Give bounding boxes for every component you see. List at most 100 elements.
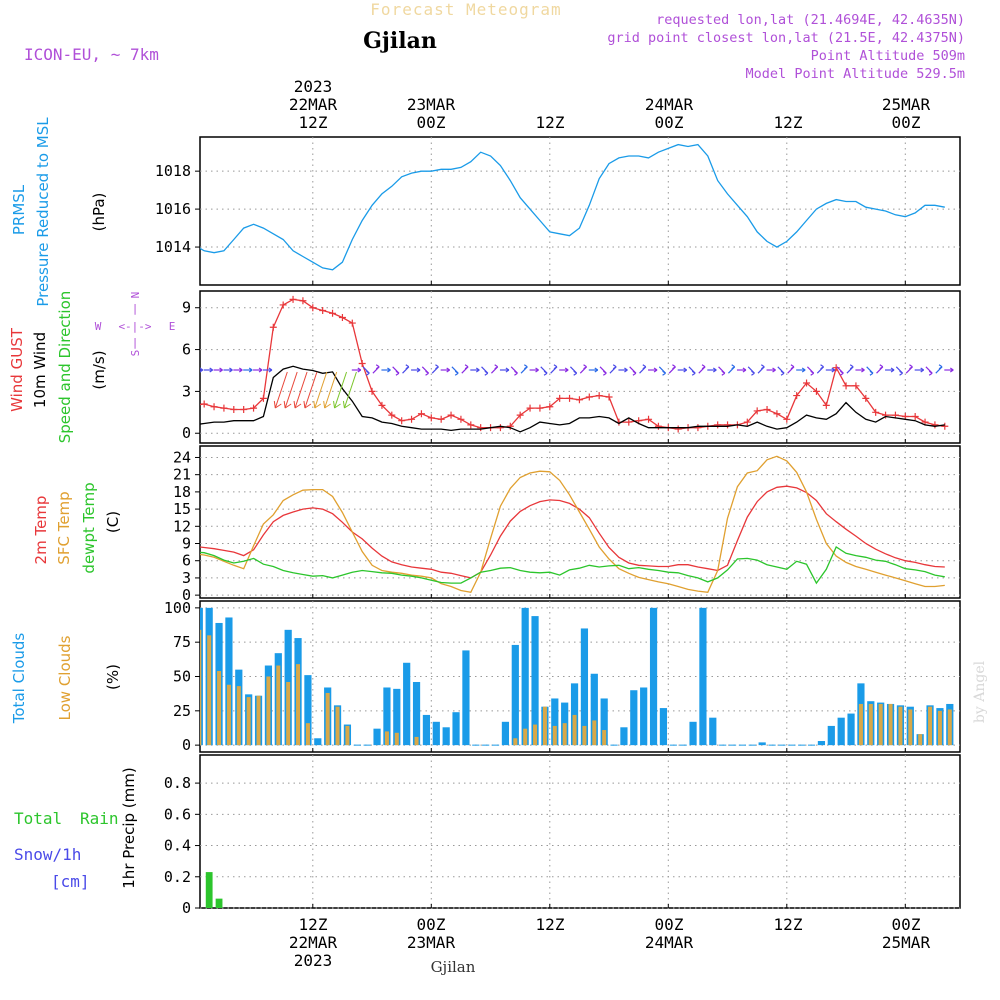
- low-cloud-bar-35: [542, 706, 547, 746]
- total-cloud-bar-23: [422, 714, 431, 746]
- pressure-ytick-label-2: 1018: [155, 162, 191, 180]
- wind-arrow-head-28: [475, 367, 480, 373]
- bottom-label-2-line-1: 00Z: [417, 915, 446, 934]
- pressure-labels: PRMSL Pressure Reduced to MSL (hPa): [10, 117, 108, 307]
- gust-point-58: [763, 406, 771, 414]
- footer-location: Gjilan: [431, 958, 476, 976]
- low-cloud-bar-5: [246, 697, 251, 746]
- gust-point-37: [556, 394, 564, 402]
- gust-point-76: [941, 422, 949, 430]
- total-cloud-bar-25: [442, 727, 450, 746]
- gust-point-20: [388, 411, 396, 419]
- top-label-6-line-1: 25MAR: [882, 95, 931, 114]
- wind-panel: 0 3 6 9: [182, 290, 961, 444]
- gust-point-5: [240, 406, 248, 414]
- total-cloud-bar-51: [699, 607, 707, 746]
- gust-point-26: [447, 411, 455, 419]
- gust-point-57: [753, 407, 761, 415]
- wind-arrow-head-7: [268, 367, 273, 373]
- wind-arrow-head-27: [464, 364, 469, 370]
- gust-point-2: [210, 403, 218, 411]
- wind-arrow-head-67: [861, 367, 865, 373]
- top-label-1-line-1: 2023: [294, 77, 333, 96]
- temperature-ytick-label-4: 12: [173, 517, 191, 535]
- location-title: Gjilan: [363, 28, 437, 54]
- low-cloud-bar-74: [928, 706, 933, 746]
- top-label-4-line-1: 24MAR: [645, 95, 694, 114]
- total-cloud-bar-34: [531, 616, 539, 746]
- wind-arrow-head-24: [435, 364, 439, 370]
- pressure-frame: [199, 136, 961, 286]
- precip-marks: [205, 872, 223, 908]
- bottom-label-5-line-1: 12Z: [774, 915, 803, 934]
- pressure-ytick-label-0: 1014: [155, 238, 191, 256]
- wind-ytick-label-3: 9: [182, 299, 191, 317]
- wind-arrow-10: [294, 371, 308, 409]
- clouds-marks: [200, 607, 954, 746]
- temp-2m-label: 2m Temp: [32, 496, 50, 565]
- gust-point-0: [191, 402, 198, 409]
- pressure-unit-label: (hPa): [90, 193, 108, 232]
- wind-arrow-head-10: [293, 400, 302, 409]
- gust-point-22: [408, 415, 416, 423]
- wind-arrow-9: [284, 371, 298, 409]
- gust-point-17: [358, 360, 366, 368]
- temperature-ytick-label-8: 24: [173, 448, 191, 466]
- wind-ytick-label-1: 3: [182, 382, 191, 400]
- wind-arrow-head-33: [523, 364, 528, 370]
- wind-arrow-head-63: [820, 364, 824, 370]
- low-cloud-bar-1: [207, 635, 212, 746]
- total-cloud-bar-3: [225, 617, 233, 746]
- wind-arrow-head-64: [831, 367, 836, 373]
- bottom-label-6-line-2: 25MAR: [882, 933, 931, 952]
- temperature-series-0-line: [200, 485, 945, 579]
- compass-row: <-|->: [118, 320, 151, 333]
- low-cloud-bar-41: [602, 730, 607, 746]
- low-cloud-bar-39: [582, 725, 587, 746]
- temperature-ytick-label-6: 18: [173, 483, 191, 501]
- low-cloud-bar-2: [217, 671, 222, 746]
- low-cloud-bar-4: [236, 686, 241, 746]
- gust-point-54: [724, 421, 732, 429]
- precip-cm-label: [cm]: [51, 872, 90, 891]
- wind-arrow-head-70: [890, 367, 895, 373]
- wind-arrow-head-36: [553, 364, 558, 370]
- gust-point-18: [368, 387, 376, 395]
- wind-arrow-head-71: [899, 370, 903, 376]
- gust-point-66: [842, 382, 850, 390]
- wind-arrow-head-15: [342, 400, 351, 409]
- precip-ytick-label-1: 0.2: [164, 868, 191, 886]
- total-cloud-bar-20: [393, 688, 401, 746]
- pressure-ytick-label-1: 1016: [155, 200, 191, 218]
- total-cloud-bar-65: [837, 717, 845, 746]
- precip-ytick-label-3: 0.6: [164, 805, 191, 823]
- bottom-label-1-line-3: 2023: [294, 951, 333, 970]
- wind-arrow-head-26: [454, 370, 459, 376]
- pressure-msl-label: Pressure Reduced to MSL: [34, 117, 52, 307]
- total-cloud-bar-41: [600, 698, 608, 746]
- gust-point-29: [477, 424, 485, 432]
- cloud-unit-label: (%): [104, 664, 122, 690]
- compass-icon: N | <-|-> W E | S: [95, 292, 176, 357]
- point-altitude: Point Altitude 509m: [811, 48, 965, 64]
- temperature-ytick-label-5: 15: [173, 500, 191, 518]
- temperature-ytick-label-0: 0: [182, 586, 191, 604]
- clouds-ytick-label-2: 50: [173, 668, 191, 686]
- top-label-1-line-2: 22MAR: [289, 95, 338, 114]
- wind-arrow-head-48: [672, 364, 676, 370]
- gust-point-42: [605, 393, 613, 401]
- wind-arrow-head-0: [200, 367, 204, 373]
- low-cloud-bar-10: [296, 664, 301, 746]
- top-label-3-line-1: 12Z: [536, 113, 565, 132]
- low-clouds-label: Low Clouds: [56, 635, 74, 720]
- wind-arrow-head-12: [313, 400, 322, 409]
- wind-arrow-head-66: [849, 364, 854, 370]
- low-cloud-bar-67: [858, 703, 863, 746]
- gust-point-40: [585, 393, 593, 401]
- total-cloud-bar-45: [640, 687, 648, 746]
- total-cloud-bar-31: [501, 721, 510, 746]
- total-cloud-bar-38: [570, 683, 579, 746]
- wind-arrow-head-54: [731, 364, 736, 370]
- gust-point-24: [427, 414, 435, 422]
